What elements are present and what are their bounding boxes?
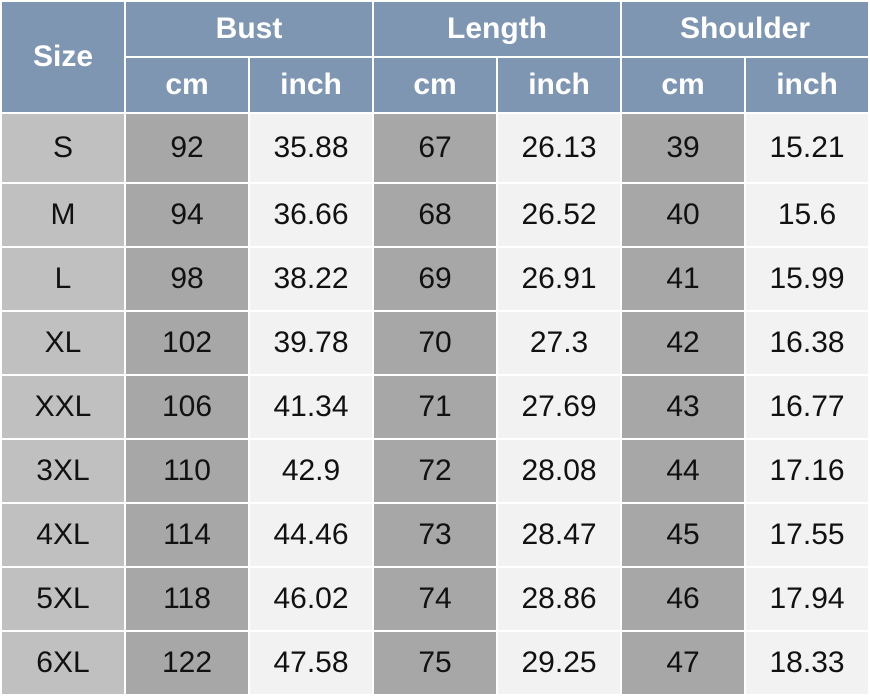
value-cell: 29.25: [496, 630, 623, 696]
value-cell: 42.9: [247, 438, 375, 504]
header-unit: inch: [744, 56, 870, 114]
value-cell: 47: [620, 630, 747, 696]
value-cell: 28.86: [496, 566, 623, 632]
value-cell: 28.08: [496, 438, 623, 504]
value-cell: 40: [620, 182, 747, 248]
size-cell: 6XL: [0, 630, 126, 696]
value-cell: 67: [372, 112, 499, 184]
value-cell: 75: [372, 630, 499, 696]
header-unit: cm: [372, 56, 499, 114]
header-unit: inch: [496, 56, 623, 114]
value-cell: 26.52: [496, 182, 623, 248]
header-bust: Bust: [123, 0, 375, 58]
size-cell: S: [0, 112, 126, 184]
value-cell: 110: [124, 438, 250, 504]
table-row: M 94 36.66 68 26.52 40 15.6: [0, 182, 870, 248]
value-cell: 39.78: [247, 310, 375, 376]
value-cell: 28.47: [496, 502, 623, 568]
table-row: S 92 35.88 67 26.13 39 15.21: [0, 112, 870, 184]
value-cell: 92: [124, 112, 250, 184]
value-cell: 118: [124, 566, 250, 632]
header-unit: cm: [124, 56, 250, 114]
value-cell: 69: [372, 246, 499, 312]
value-cell: 41: [620, 246, 747, 312]
value-cell: 74: [372, 566, 499, 632]
size-cell: XL: [0, 310, 126, 376]
size-cell: 4XL: [0, 502, 126, 568]
value-cell: 38.22: [247, 246, 375, 312]
size-cell: L: [0, 246, 126, 312]
value-cell: 47.58: [247, 630, 375, 696]
value-cell: 15.21: [744, 112, 870, 184]
value-cell: 45: [620, 502, 747, 568]
header-length: Length: [372, 0, 623, 58]
value-cell: 26.91: [496, 246, 623, 312]
table-row: 3XL 110 42.9 72 28.08 44 17.16: [0, 438, 870, 504]
value-cell: 41.34: [247, 374, 375, 440]
size-cell: 3XL: [0, 438, 126, 504]
value-cell: 44: [620, 438, 747, 504]
value-cell: 68: [372, 182, 499, 248]
table-row: 5XL 118 46.02 74 28.86 46 17.94: [0, 566, 870, 632]
value-cell: 106: [124, 374, 250, 440]
value-cell: 17.94: [744, 566, 870, 632]
table-row: 6XL 122 47.58 75 29.25 47 18.33: [0, 630, 870, 696]
size-cell: XXL: [0, 374, 126, 440]
size-cell: M: [0, 182, 126, 248]
value-cell: 15.99: [744, 246, 870, 312]
value-cell: 27.69: [496, 374, 623, 440]
value-cell: 36.66: [247, 182, 375, 248]
size-cell: 5XL: [0, 566, 126, 632]
table-row: L 98 38.22 69 26.91 41 15.99: [0, 246, 870, 312]
header-unit: inch: [247, 56, 375, 114]
value-cell: 43: [620, 374, 747, 440]
value-cell: 16.38: [744, 310, 870, 376]
value-cell: 27.3: [496, 310, 623, 376]
table-row: XXL 106 41.34 71 27.69 43 16.77: [0, 374, 870, 440]
value-cell: 102: [124, 310, 250, 376]
value-cell: 17.16: [744, 438, 870, 504]
value-cell: 15.6: [744, 182, 870, 248]
header-size: Size: [0, 0, 126, 114]
value-cell: 114: [124, 502, 250, 568]
value-cell: 44.46: [247, 502, 375, 568]
value-cell: 94: [124, 182, 250, 248]
value-cell: 73: [372, 502, 499, 568]
value-cell: 35.88: [247, 112, 375, 184]
header-unit: cm: [620, 56, 747, 114]
value-cell: 72: [372, 438, 499, 504]
table-row: 4XL 114 44.46 73 28.47 45 17.55: [0, 502, 870, 568]
value-cell: 98: [124, 246, 250, 312]
value-cell: 46: [620, 566, 747, 632]
value-cell: 46.02: [247, 566, 375, 632]
value-cell: 26.13: [496, 112, 623, 184]
value-cell: 16.77: [744, 374, 870, 440]
value-cell: 122: [124, 630, 250, 696]
table-row: XL 102 39.78 70 27.3 42 16.38: [0, 310, 870, 376]
value-cell: 39: [620, 112, 747, 184]
header-shoulder: Shoulder: [620, 0, 870, 58]
value-cell: 42: [620, 310, 747, 376]
value-cell: 18.33: [744, 630, 870, 696]
value-cell: 17.55: [744, 502, 870, 568]
value-cell: 71: [372, 374, 499, 440]
value-cell: 70: [372, 310, 499, 376]
